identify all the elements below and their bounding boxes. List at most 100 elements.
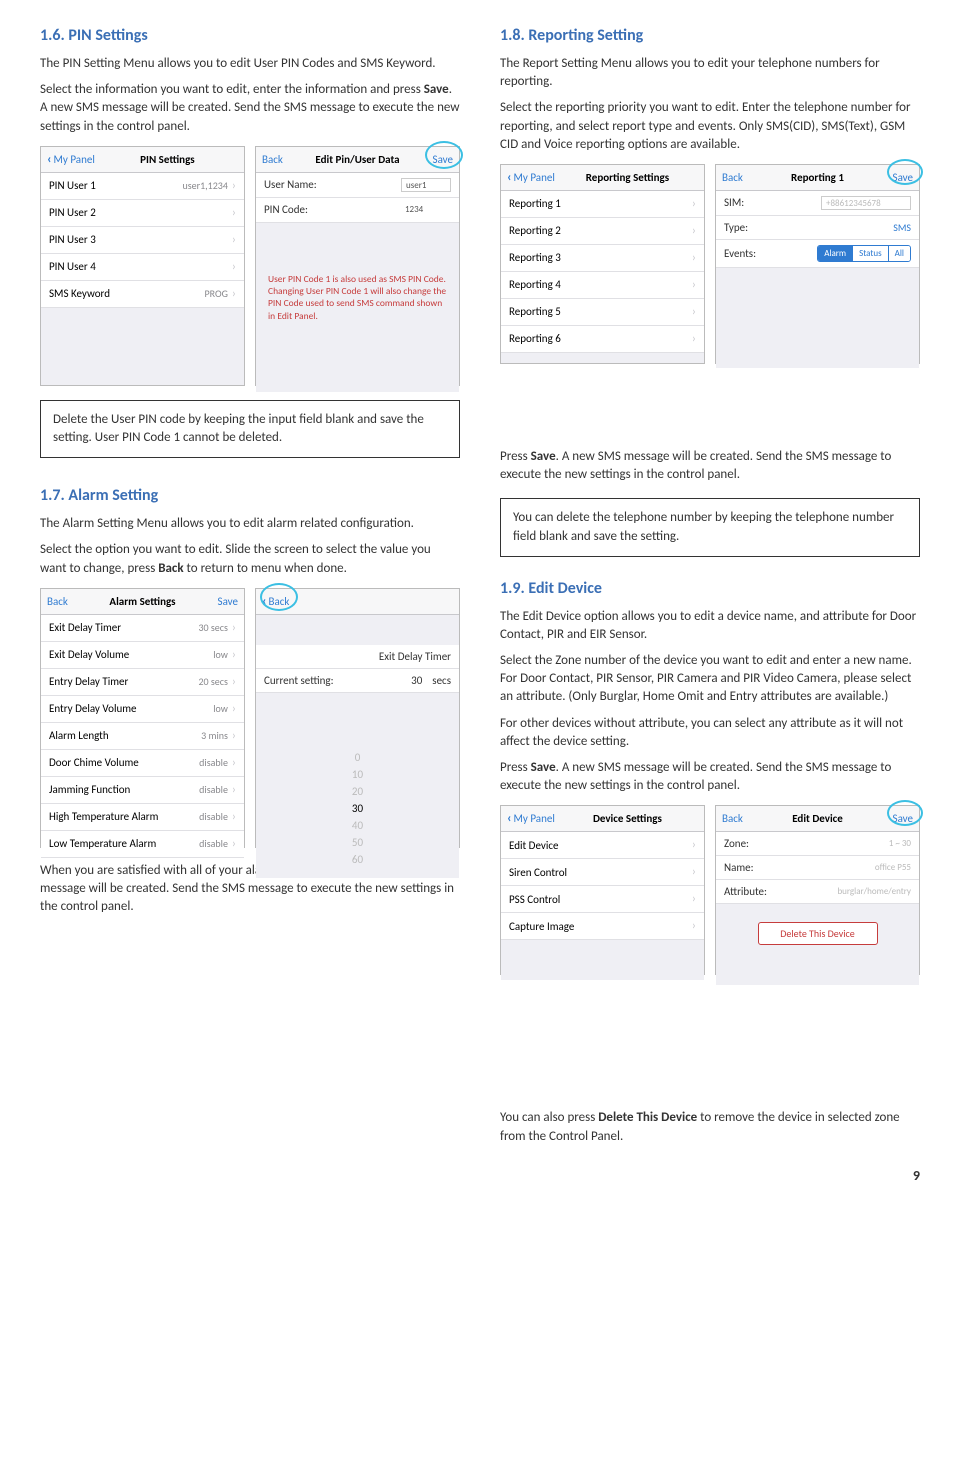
row-label: Siren Control (509, 866, 567, 879)
list-item[interactable]: Entry Delay Volumelow› (41, 696, 244, 723)
heading-1-8: 1.8. Reporting Setting (500, 26, 920, 45)
seg-all[interactable]: All (889, 246, 910, 261)
form-row: Current setting: 30 secs (256, 669, 459, 693)
username-input[interactable]: user1 (401, 178, 451, 192)
back-button[interactable]: ‹My Panel (47, 153, 95, 166)
list-item[interactable]: Edit Device› (501, 832, 704, 859)
attribute-input[interactable]: burglar/home/entry (837, 886, 911, 897)
seg-alarm[interactable]: Alarm (818, 246, 853, 261)
list-item[interactable]: SMS Keyword PROG› (41, 281, 244, 308)
row-label: Edit Device (509, 839, 559, 852)
list-item[interactable]: Reporting 5› (501, 299, 704, 326)
row-value: low› (213, 648, 236, 662)
form-row: User Name:user1 (256, 173, 459, 198)
save-button[interactable]: Save (893, 171, 913, 184)
list-item[interactable]: PIN User 3› (41, 227, 244, 254)
value-picker[interactable]: 0 10 20 30 40 50 60 (256, 733, 459, 878)
events-segmented[interactable]: Alarm Status All (817, 245, 911, 262)
back-button[interactable]: Back (722, 171, 743, 184)
chevron-left-icon: ‹ (262, 595, 266, 608)
row-label: Door Chime Volume (49, 756, 139, 769)
back-button[interactable]: Back (262, 153, 283, 166)
delete-device-button[interactable]: Delete This Device (758, 922, 878, 945)
list-item[interactable]: Reporting 1› (501, 191, 704, 218)
row-label: Entry Delay Timer (49, 675, 128, 688)
s19-p5b: Delete This Device (598, 1110, 697, 1125)
back-button[interactable]: ‹Back (262, 595, 289, 608)
save-button[interactable]: Save (893, 812, 913, 825)
nav-title: Reporting 1 (791, 171, 844, 184)
row-value: disable› (199, 783, 236, 797)
list-item[interactable]: Reporting 6› (501, 326, 704, 353)
picker-option: 60 (256, 851, 459, 868)
row-value: user1,1234› (182, 179, 236, 193)
s19-screenshots: ‹My Panel Device Settings Edit Device› S… (500, 805, 920, 975)
type-select[interactable]: SMS (893, 221, 911, 234)
s17-p2c: to return to menu when done. (184, 561, 347, 576)
row-label: Low Temperature Alarm (49, 837, 156, 850)
row-value: 3 mins› (201, 729, 236, 743)
name-label: Name: (724, 861, 754, 874)
s19-p4a: Press (500, 760, 531, 775)
nav-title: PIN Settings (140, 153, 195, 166)
list-item[interactable]: Exit Delay Volumelow› (41, 642, 244, 669)
list-item[interactable]: PIN User 2 › (41, 200, 244, 227)
s16-note-box: Delete the User PIN code by keeping the … (40, 400, 460, 458)
list-item[interactable]: Exit Delay Timer30 secs› (41, 615, 244, 642)
pincode-input[interactable]: 1234 (401, 203, 451, 217)
s18-p3b: Save (531, 449, 556, 464)
screenshot-alarm-settings: Back Alarm Settings Save Exit Delay Time… (40, 588, 245, 848)
screenshot-edit-device: Back Edit Device Save Zone:1 ~ 30 Name:o… (715, 805, 920, 975)
screenshot-exit-delay-picker: ‹Back Exit Delay Timer Current setting: … (255, 588, 460, 848)
field-label: Exit Delay Timer (379, 650, 451, 663)
s19-p5: You can also press Delete This Device to… (500, 1109, 920, 1145)
form-row: Zone:1 ~ 30 (716, 832, 919, 856)
list-item[interactable]: Jamming Functiondisable› (41, 777, 244, 804)
s19-p5a: You can also press (500, 1110, 598, 1125)
nav-title: Device Settings (593, 812, 662, 825)
back-button[interactable]: Back (47, 595, 68, 608)
list-item[interactable]: Door Chime Volumedisable› (41, 750, 244, 777)
name-input[interactable]: office P55 (875, 862, 911, 873)
row-label: PIN User 2 (49, 206, 96, 219)
seg-status[interactable]: Status (853, 246, 889, 261)
list-item[interactable]: Entry Delay Timer 20 secs› (41, 669, 244, 696)
row-value: disable› (199, 810, 236, 824)
row-label: SMS Keyword (49, 287, 110, 300)
list-item[interactable]: Low Temperature Alarmdisable› (41, 831, 244, 858)
s16-p2: Select the information you want to edit,… (40, 81, 460, 136)
save-button[interactable]: Save (433, 153, 453, 166)
save-button[interactable]: Save (218, 595, 238, 608)
s16-p2a: Select the information you want to edit,… (40, 82, 424, 97)
row-value: PROG› (204, 287, 236, 301)
sim-input[interactable]: +88612345678 (821, 196, 911, 210)
row-label: Capture Image (509, 920, 574, 933)
back-button[interactable]: ‹My Panel (507, 171, 555, 184)
list-item[interactable]: Reporting 3› (501, 245, 704, 272)
list-item[interactable]: Capture Image› (501, 913, 704, 940)
row-value: 20 secs› (198, 675, 236, 689)
list-item[interactable]: PIN User 1user1,1234› (41, 173, 244, 200)
nav-bar: ‹My Panel PIN Settings (41, 147, 244, 173)
s18-note-box: You can delete the telephone number by k… (500, 498, 920, 556)
row-label: PSS Control (509, 893, 560, 906)
list-item[interactable]: Reporting 2› (501, 218, 704, 245)
list-item[interactable]: Reporting 4› (501, 272, 704, 299)
form-row: Events: Alarm Status All (716, 240, 919, 268)
back-button[interactable]: Back (722, 812, 743, 825)
back-button[interactable]: ‹My Panel (507, 812, 555, 825)
heading-1-7: 1.7. Alarm Setting (40, 486, 460, 505)
form-row: PIN Code:1234 (256, 198, 459, 223)
s18-p1: The Report Setting Menu allows you to ed… (500, 55, 920, 91)
zone-input[interactable]: 1 ~ 30 (889, 838, 911, 849)
list-item[interactable]: PSS Control› (501, 886, 704, 913)
row-label: PIN User 4 (49, 260, 96, 273)
list-item[interactable]: High Temperature Alarmdisable› (41, 804, 244, 831)
chevron-right-icon: › (232, 260, 236, 274)
chevron-right-icon: › (232, 233, 236, 247)
chevron-right-icon: › (232, 206, 236, 220)
list-item[interactable]: Alarm Length3 mins› (41, 723, 244, 750)
list-item[interactable]: PIN User 4 › (41, 254, 244, 281)
form-row: Exit Delay Timer (256, 645, 459, 669)
list-item[interactable]: Siren Control› (501, 859, 704, 886)
